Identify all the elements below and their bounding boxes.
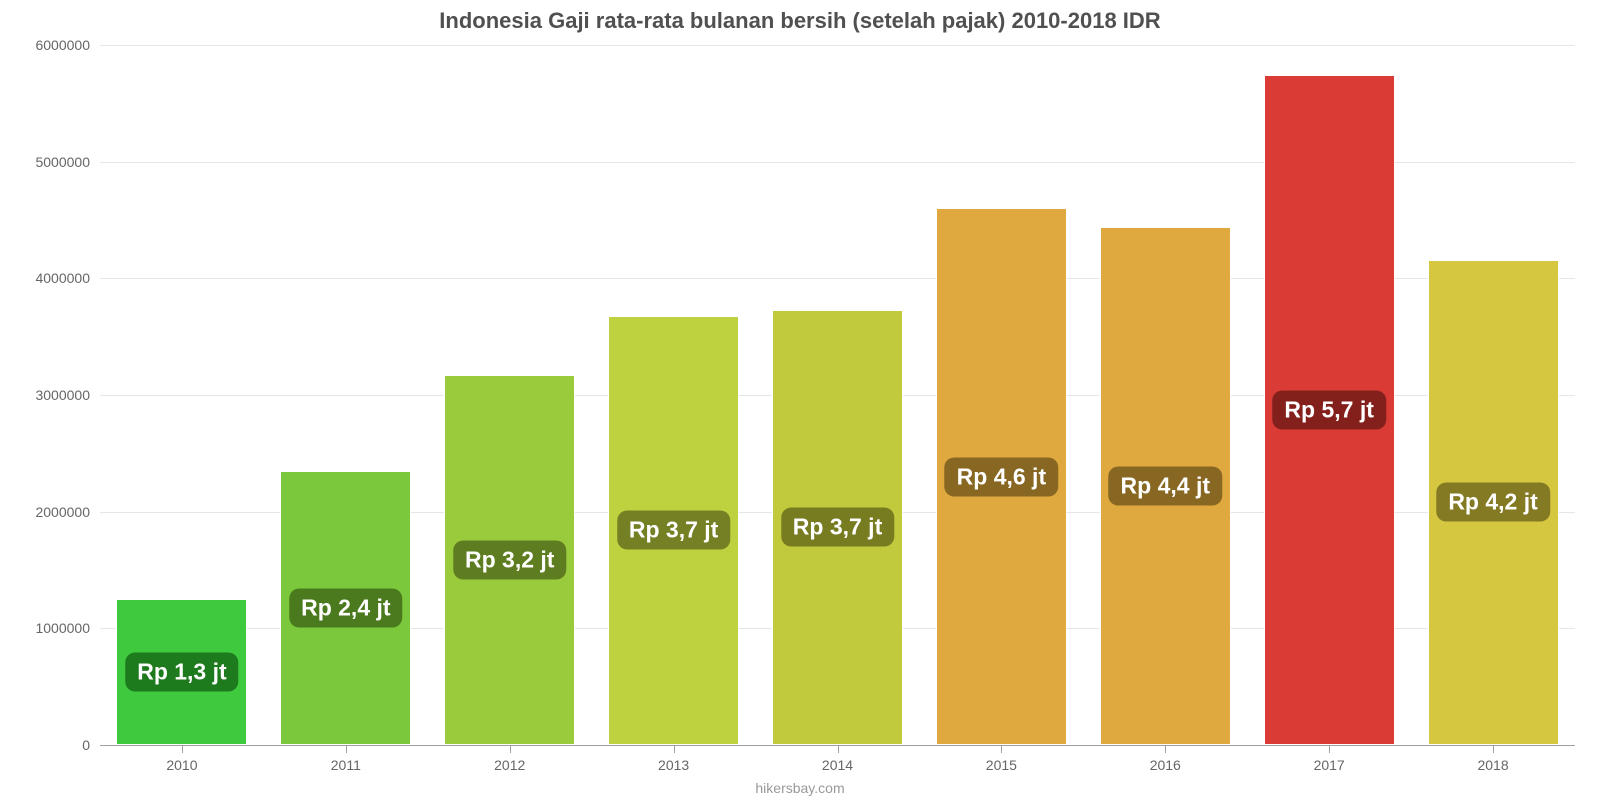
x-tick <box>1001 745 1002 753</box>
bar-value-label: Rp 4,6 jt <box>945 457 1058 496</box>
x-tick <box>1493 745 1494 753</box>
x-tick <box>674 745 675 753</box>
x-tick <box>1329 745 1330 753</box>
bar-value-label: Rp 3,7 jt <box>781 508 894 547</box>
y-tick-label: 0 <box>82 737 90 753</box>
y-tick-label: 6000000 <box>35 37 90 53</box>
x-tick-label: 2018 <box>1477 757 1508 773</box>
x-tick <box>182 745 183 753</box>
gridline <box>100 45 1575 46</box>
chart-container: Indonesia Gaji rata-rata bulanan bersih … <box>0 0 1600 800</box>
x-tick-label: 2017 <box>1314 757 1345 773</box>
bar-value-label: Rp 3,7 jt <box>617 511 730 550</box>
attribution: hikersbay.com <box>0 780 1600 796</box>
x-tick <box>510 745 511 753</box>
x-tick-label: 2011 <box>331 757 361 773</box>
bar-value-label: Rp 4,4 jt <box>1109 467 1222 506</box>
x-tick <box>838 745 839 753</box>
x-tick-label: 2013 <box>658 757 689 773</box>
y-tick-label: 3000000 <box>35 387 90 403</box>
x-tick-label: 2012 <box>494 757 525 773</box>
y-tick-label: 4000000 <box>35 270 90 286</box>
x-tick <box>346 745 347 753</box>
chart-title: Indonesia Gaji rata-rata bulanan bersih … <box>0 8 1600 34</box>
y-tick-label: 5000000 <box>35 154 90 170</box>
bar-value-label: Rp 3,2 jt <box>453 541 566 580</box>
plot-area: 2010Rp 1,3 jt2011Rp 2,4 jt2012Rp 3,2 jt2… <box>100 45 1575 745</box>
x-tick-label: 2016 <box>1150 757 1181 773</box>
x-tick <box>1165 745 1166 753</box>
bar-value-label: Rp 2,4 jt <box>289 588 402 627</box>
y-tick-label: 1000000 <box>35 620 90 636</box>
bar-value-label: Rp 4,2 jt <box>1436 483 1549 522</box>
bar-value-label: Rp 1,3 jt <box>125 653 238 692</box>
bar-value-label: Rp 5,7 jt <box>1272 391 1385 430</box>
x-tick-label: 2014 <box>822 757 853 773</box>
x-tick-label: 2015 <box>986 757 1017 773</box>
y-tick-label: 2000000 <box>35 504 90 520</box>
x-tick-label: 2010 <box>166 757 197 773</box>
